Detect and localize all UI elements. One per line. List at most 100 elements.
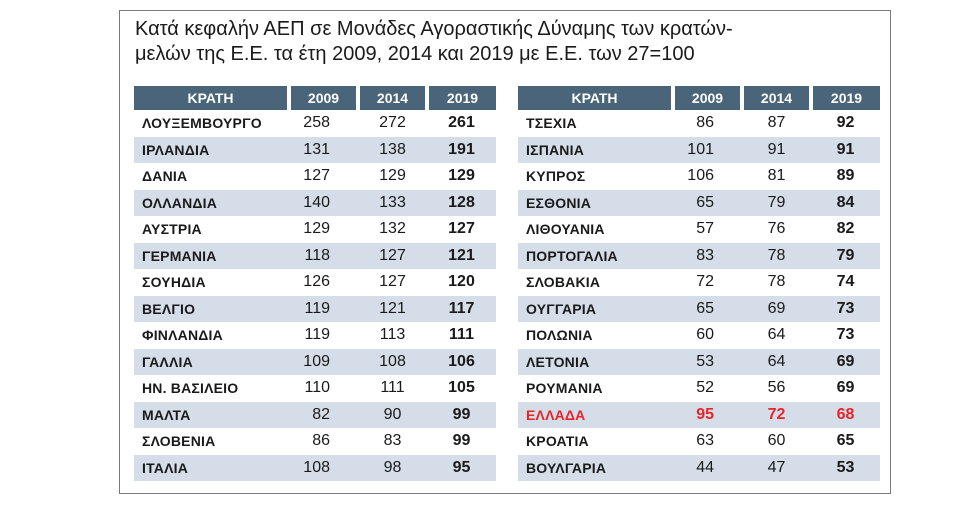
value-2014: 47 [742, 454, 811, 481]
value-2009: 52 [673, 375, 742, 402]
value-2014: 133 [358, 189, 427, 216]
country-name: ΣΛΟΒΕΝΙΑ [134, 428, 289, 455]
chart-frame: Κατά κεφαλήν ΑΕΠ σε Μονάδες Αγοραστικής … [119, 10, 891, 494]
value-2009: 110 [289, 375, 358, 402]
value-2019: 121 [427, 242, 496, 269]
value-2014: 87 [742, 110, 811, 137]
value-2019: 127 [427, 216, 496, 243]
table-left-body: ΛΟΥΞΕΜΒΟΥΡΓΟ 258 272 261 ΙΡΛΑΝΔΙΑ 131 138 191 ΔΑ… [134, 110, 496, 481]
table-row: ΒΟΥΛΓΑΡΙΑ 44 47 53 [518, 454, 880, 481]
value-2009: 106 [673, 163, 742, 190]
table-row: ΡΟΥΜΑΝΙΑ 52 56 69 [518, 375, 880, 402]
value-2014: 76 [742, 216, 811, 243]
table-row: ΚΡΟΑΤΙΑ 63 60 65 [518, 428, 880, 455]
table-row: ΛΕΤΟΝΙΑ 53 64 69 [518, 348, 880, 375]
table-row: ΠΟΡΤΟΓΑΛΙΑ 83 78 79 [518, 242, 880, 269]
column-header-country: ΚΡΑΤΗ [518, 86, 675, 110]
value-2009: 86 [673, 110, 742, 137]
country-name: ΣΛΟΒΑΚΙΑ [518, 269, 673, 296]
table-right-body: ΤΣΕΧΙΑ 86 87 92 ΙΣΠΑΝΙΑ 101 91 91 ΚΥΠΡΟΣ 106 81 89 Ε… [518, 110, 880, 481]
country-name: ΗΝ. ΒΑΣΙΛΕΙΟ [134, 375, 289, 402]
column-header-2019: 2019 [427, 86, 496, 110]
value-2019: 82 [811, 216, 880, 243]
table-left-header: ΚΡΑΤΗ 2009 2014 2019 [134, 86, 496, 110]
value-2009: 60 [673, 322, 742, 349]
value-2009: 65 [673, 189, 742, 216]
value-2009: 131 [289, 136, 358, 163]
value-2019: 120 [427, 269, 496, 296]
table-row: ΤΣΕΧΙΑ 86 87 92 [518, 110, 880, 137]
value-2019: 261 [427, 110, 496, 137]
table-row: ΙΡΛΑΝΔΙΑ 131 138 191 [134, 136, 496, 163]
table-row: ΟΛΛΑΝΔΙΑ 140 133 128 [134, 189, 496, 216]
value-2014: 60 [742, 428, 811, 455]
value-2009: 109 [289, 348, 358, 375]
value-2019: 106 [427, 348, 496, 375]
table-row: ΣΛΟΒΕΝΙΑ 86 83 99 [134, 428, 496, 455]
table-row: ΛΟΥΞΕΜΒΟΥΡΓΟ 258 272 261 [134, 110, 496, 137]
chart-title-line-2: μελών της Ε.Ε. τα έτη 2009, 2014 και 201… [135, 43, 695, 65]
value-2019: 53 [811, 454, 880, 481]
value-2009: 101 [673, 136, 742, 163]
country-name: ΕΛΛΑΔΑ [518, 401, 673, 428]
country-name: ΑΥΣΤΡΙΑ [134, 216, 289, 243]
value-2019: 128 [427, 189, 496, 216]
value-2014: 81 [742, 163, 811, 190]
value-2019: 105 [427, 375, 496, 402]
country-name: ΔΑΝΙΑ [134, 163, 289, 190]
value-2014: 129 [358, 163, 427, 190]
value-2019: 74 [811, 269, 880, 296]
table-row: ΔΑΝΙΑ 127 129 129 [134, 163, 496, 190]
chart-title: Κατά κεφαλήν ΑΕΠ σε Μονάδες Αγοραστικής … [135, 17, 875, 67]
table-row: ΣΛΟΒΑΚΙΑ 72 78 74 [518, 269, 880, 296]
value-2019: 68 [811, 401, 880, 428]
table-row: ΙΣΠΑΝΙΑ 101 91 91 [518, 136, 880, 163]
value-2014: 64 [742, 322, 811, 349]
column-header-2009: 2009 [289, 86, 360, 110]
value-2009: 258 [289, 110, 358, 137]
value-2009: 82 [289, 401, 358, 428]
value-2009: 65 [673, 295, 742, 322]
column-header-2019: 2019 [811, 86, 880, 110]
country-name: ΣΟΥΗΔΙΑ [134, 269, 289, 296]
value-2019: 99 [427, 428, 496, 455]
country-name: ΟΥΓΓΑΡΙΑ [518, 295, 673, 322]
header-row: ΚΡΑΤΗ 2009 2014 2019 [518, 86, 880, 110]
table-right-header: ΚΡΑΤΗ 2009 2014 2019 [518, 86, 880, 110]
value-2014: 132 [358, 216, 427, 243]
value-2009: 95 [673, 401, 742, 428]
value-2014: 83 [358, 428, 427, 455]
value-2019: 111 [427, 322, 496, 349]
country-name: ΛΕΤΟΝΙΑ [518, 348, 673, 375]
value-2019: 69 [811, 348, 880, 375]
value-2019: 117 [427, 295, 496, 322]
value-2014: 108 [358, 348, 427, 375]
country-name: ΚΡΟΑΤΙΑ [518, 428, 673, 455]
value-2009: 127 [289, 163, 358, 190]
value-2009: 53 [673, 348, 742, 375]
column-header-2014: 2014 [358, 86, 429, 110]
value-2019: 99 [427, 401, 496, 428]
value-2019: 69 [811, 375, 880, 402]
value-2014: 64 [742, 348, 811, 375]
value-2019: 73 [811, 322, 880, 349]
country-name: ΙΣΠΑΝΙΑ [518, 136, 673, 163]
value-2014: 69 [742, 295, 811, 322]
value-2019: 95 [427, 454, 496, 481]
value-2019: 84 [811, 189, 880, 216]
country-name: ΓΑΛΛΙΑ [134, 348, 289, 375]
table-row: ΛΙΘΟΥΑΝΙΑ 57 76 82 [518, 216, 880, 243]
header-row: ΚΡΑΤΗ 2009 2014 2019 [134, 86, 496, 110]
value-2009: 83 [673, 242, 742, 269]
value-2014: 121 [358, 295, 427, 322]
table-row: ΕΛΛΑΔΑ 95 72 68 [518, 401, 880, 428]
country-name: ΜΑΛΤΑ [134, 401, 289, 428]
table-row: ΙΤΑΛΙΑ 108 98 95 [134, 454, 496, 481]
value-2014: 113 [358, 322, 427, 349]
value-2014: 90 [358, 401, 427, 428]
column-header-2014: 2014 [742, 86, 813, 110]
value-2019: 191 [427, 136, 496, 163]
value-2014: 79 [742, 189, 811, 216]
table-row: ΓΕΡΜΑΝΙΑ 118 127 121 [134, 242, 496, 269]
country-name: ΠΟΡΤΟΓΑΛΙΑ [518, 242, 673, 269]
